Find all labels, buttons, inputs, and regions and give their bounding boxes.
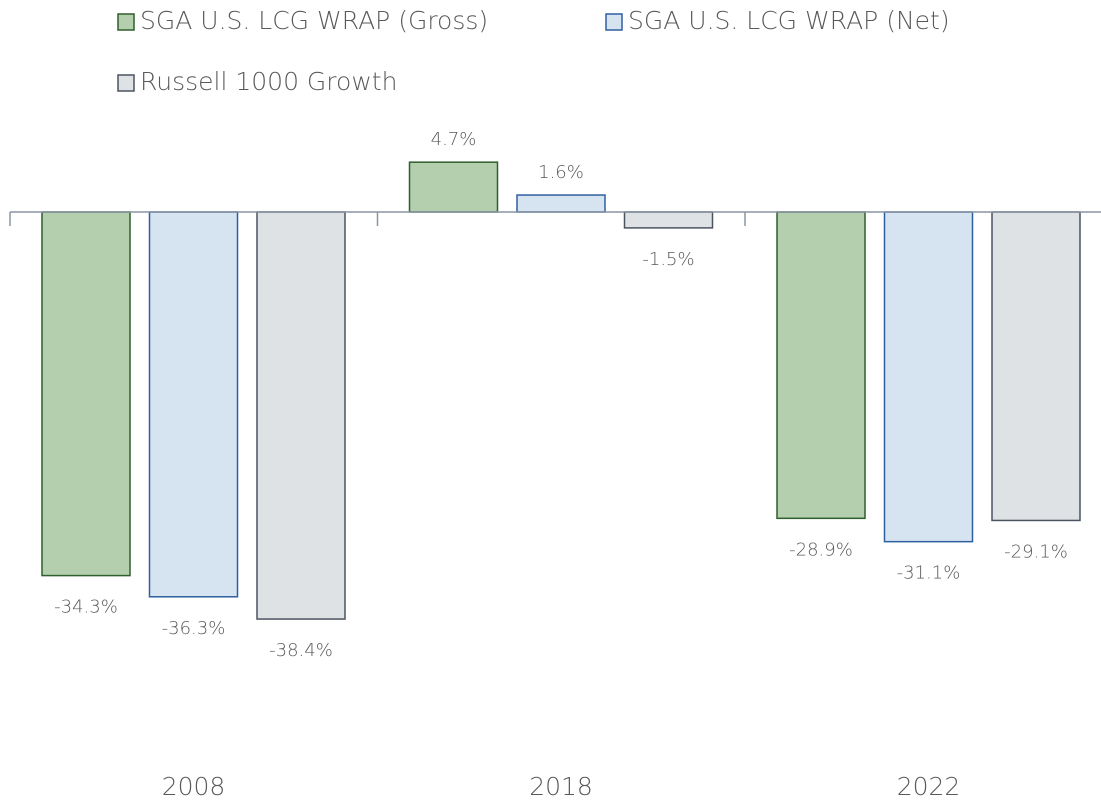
legend-swatch [117,13,135,31]
x-tick-label: 2018 [529,772,593,801]
bar [776,211,866,520]
legend-label: SGA U.S. LCG WRAP (Net) [628,6,950,35]
bar [991,211,1081,522]
legend-swatch [605,13,623,31]
data-label: -36.3% [162,618,226,639]
legend-label: Russell 1000 Growth [140,67,397,96]
data-label: -31.1% [897,563,961,584]
bar [41,211,131,577]
data-label: 4.7% [431,129,477,150]
bar [256,211,346,620]
x-tick-label: 2008 [162,772,226,801]
legend-swatch [117,74,135,92]
data-label: 1.6% [538,162,584,183]
data-label: -34.3% [54,597,118,618]
legend-label: SGA U.S. LCG WRAP (Gross) [140,6,488,35]
bar [148,211,239,598]
bar [623,211,714,229]
data-label: -38.4% [269,640,333,661]
bar [516,194,606,213]
data-label: -28.9% [789,539,853,560]
bar [408,161,499,213]
data-label: -1.5% [642,249,694,270]
x-tick-label: 2022 [897,772,961,801]
data-label: -29.1% [1004,541,1068,562]
bar [883,211,974,543]
